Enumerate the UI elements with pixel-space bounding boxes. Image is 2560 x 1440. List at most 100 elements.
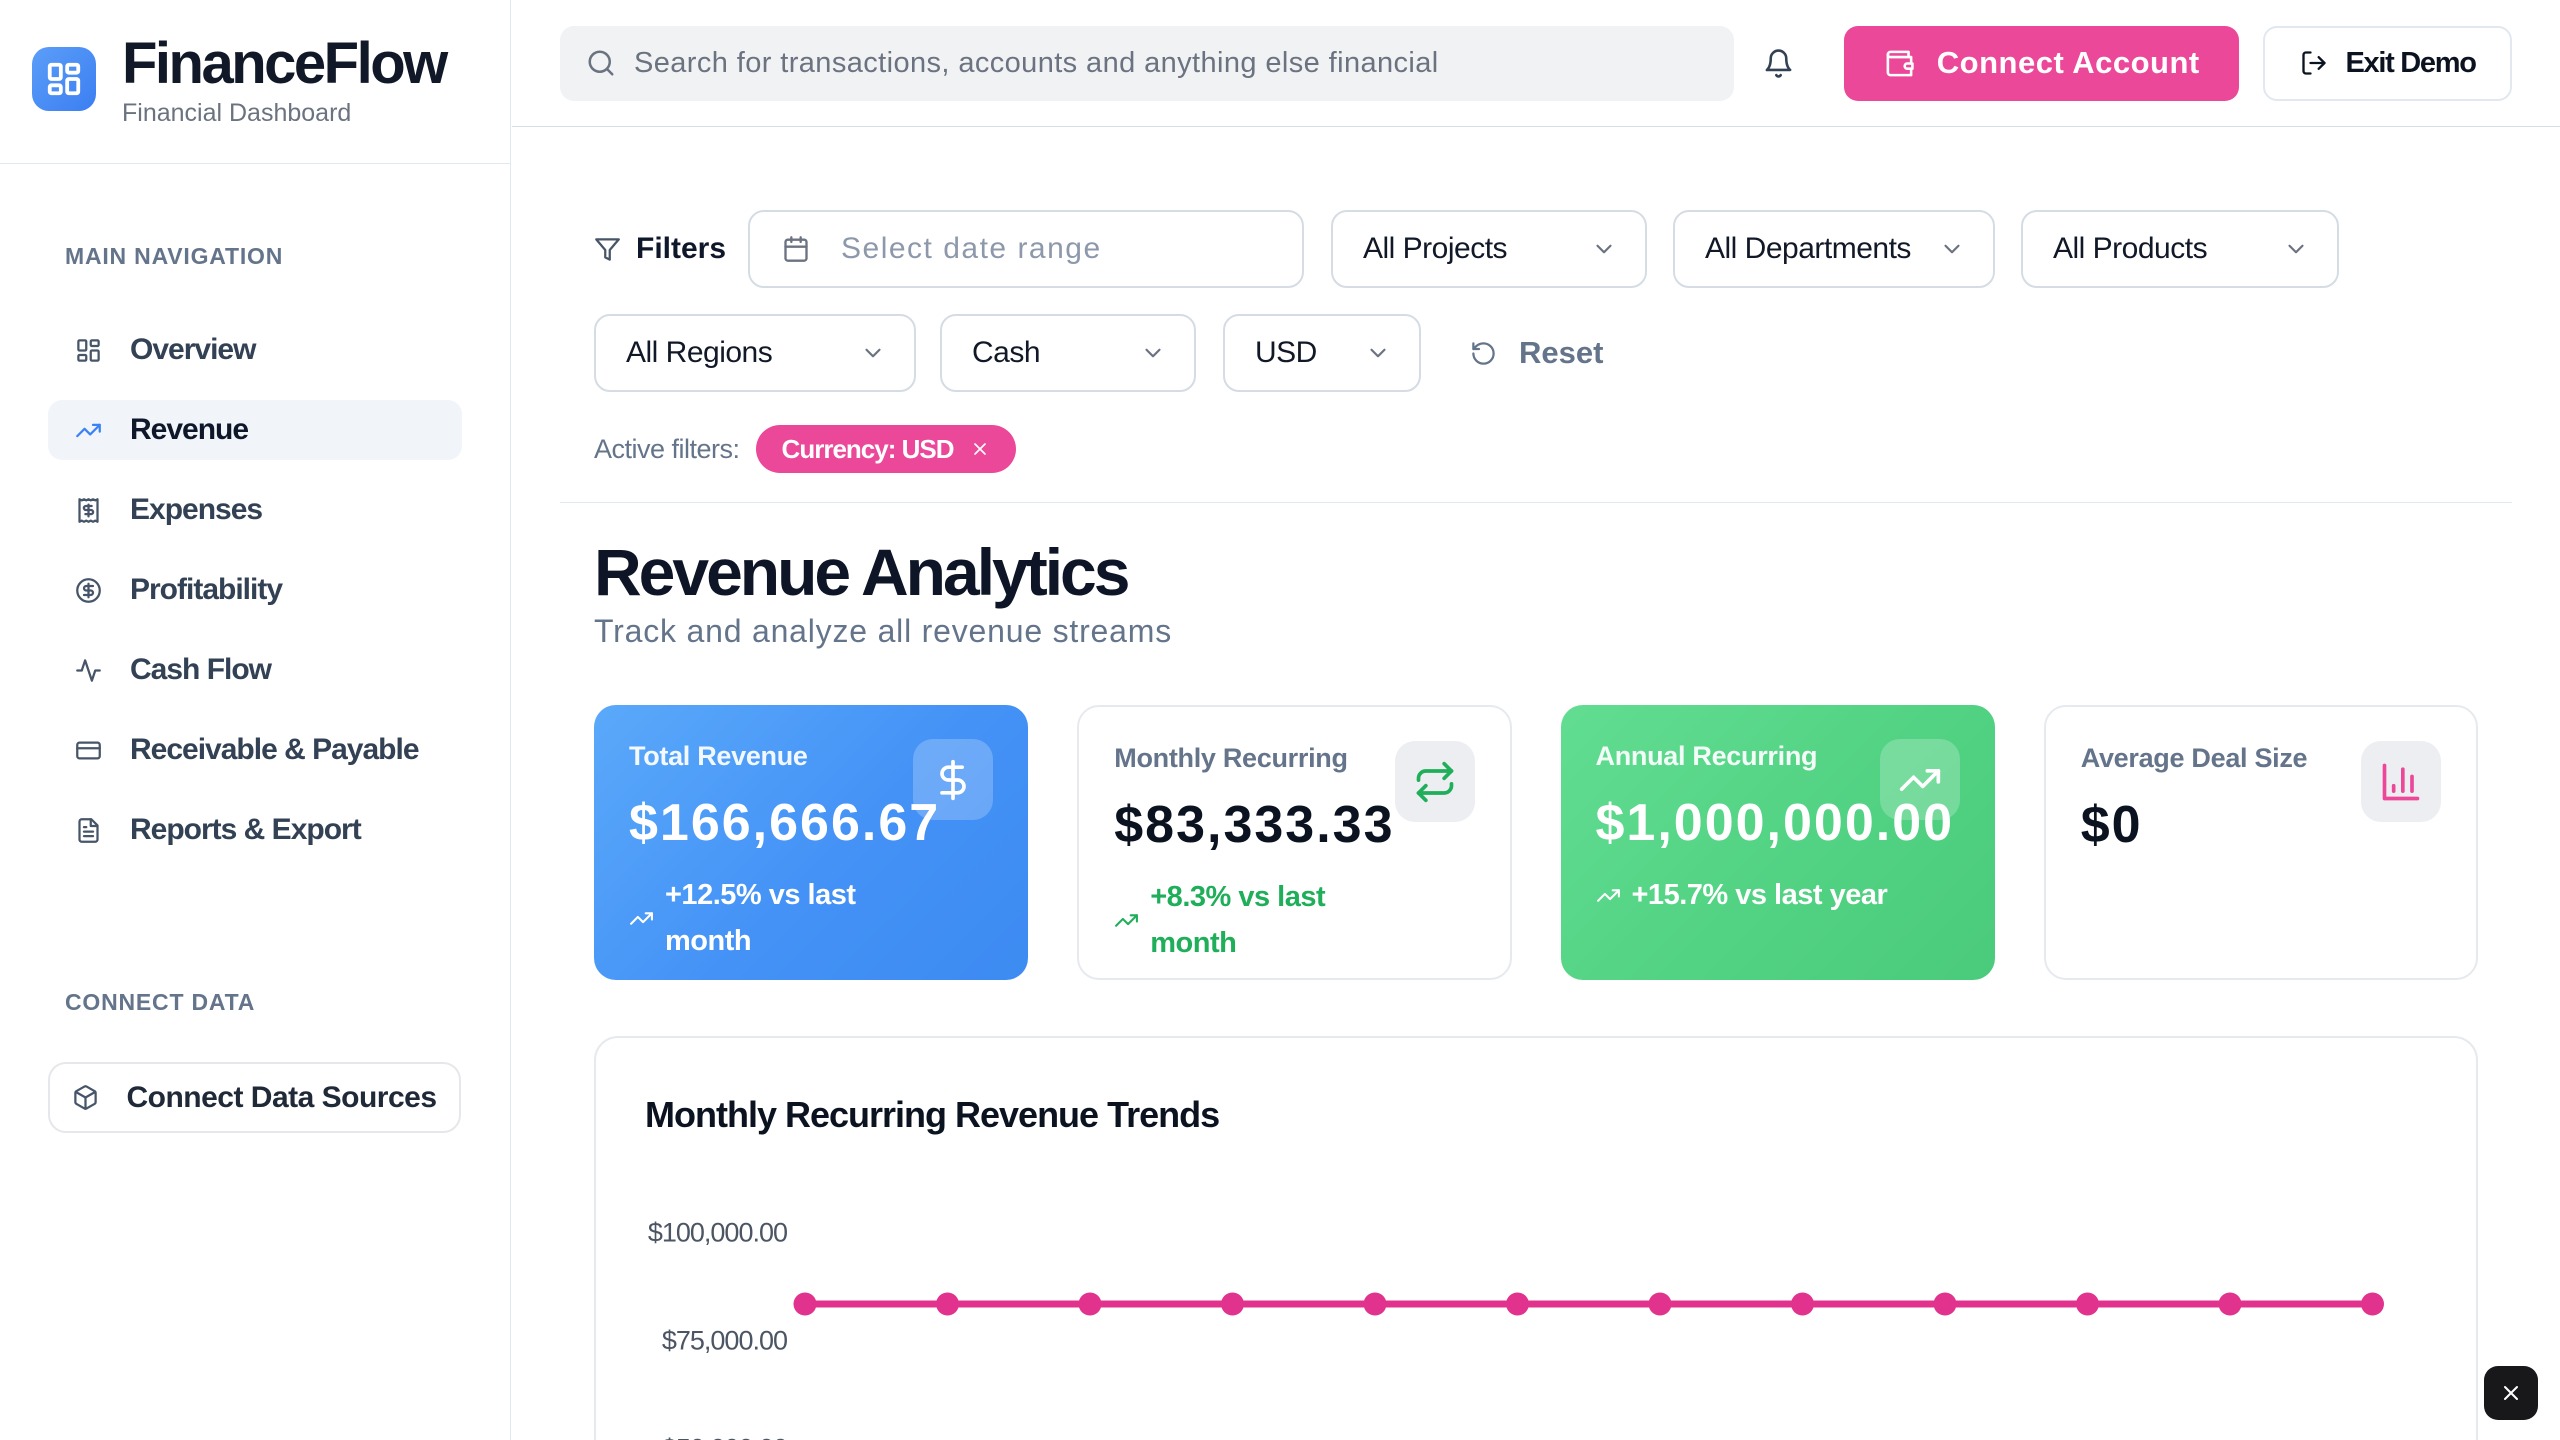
select-usd[interactable]: USD xyxy=(1223,314,1421,392)
chart-card: Monthly Recurring Revenue Trends $100,00… xyxy=(594,1036,2478,1440)
file-text-icon xyxy=(75,817,102,844)
connect-account-button[interactable]: Connect Account xyxy=(1844,25,2240,101)
chevron-down-icon xyxy=(2283,236,2309,262)
chart-point xyxy=(1363,1292,1387,1316)
stat-label: Total Revenue xyxy=(629,741,808,771)
select-all-regions[interactable]: All Regions xyxy=(594,314,916,392)
connect-data-sources-button[interactable]: Connect Data Sources xyxy=(48,1062,461,1133)
stat-card-annual-recurring: Annual Recurring $1,000,000.00 +15.7% vs l… xyxy=(1560,705,1995,980)
active-filter-chip[interactable]: Currency: USD xyxy=(755,425,1017,473)
sidebar-item-cash-flow[interactable]: Cash Flow xyxy=(48,640,462,700)
chart-point xyxy=(1791,1292,1814,1316)
sidebar-item-profitability[interactable]: Profitability xyxy=(48,560,462,620)
stat-icon-chip xyxy=(913,739,994,820)
stat-value: $83,333.33 xyxy=(1114,796,1395,854)
stat-card-average-deal-size: Average Deal Size $0 xyxy=(2043,705,2478,980)
app-logo-icon xyxy=(32,47,96,111)
sidebar-item-revenue[interactable]: Revenue xyxy=(48,400,462,460)
page-title: Revenue Analytics xyxy=(594,535,1130,609)
chart-point xyxy=(2076,1292,2099,1316)
main-area: Connect Account Exit Demo Filters Select… xyxy=(512,0,2560,1440)
select-value: USD xyxy=(1255,336,1317,369)
logo-text: FinanceFlow Financial Dashboard xyxy=(122,35,448,163)
notifications-button[interactable] xyxy=(1762,46,1794,80)
select-all-departments[interactable]: All Departments xyxy=(1673,210,1995,288)
stat-value: $0 xyxy=(2080,796,2143,854)
mrr-trends-line-chart: $100,000.00 $75,000.00 $50,000.00 xyxy=(648,1218,2384,1440)
stat-value: $1,000,000.00 xyxy=(1595,794,1955,852)
select-all-products[interactable]: All Products xyxy=(2021,210,2339,288)
select-value: All Regions xyxy=(626,336,773,369)
nav-item-label: Overview xyxy=(130,333,256,366)
search-input[interactable] xyxy=(634,46,1709,80)
trending-up-icon xyxy=(1898,758,1942,802)
chevron-down-icon xyxy=(1939,236,1965,262)
active-filter-chip-label: Currency: USD xyxy=(781,433,955,464)
filter-icon xyxy=(594,236,621,263)
select-value: Cash xyxy=(972,336,1041,369)
wallet-icon xyxy=(1884,48,1915,79)
nav-item-label: Receivable & Payable xyxy=(130,733,420,766)
page-body: Filters Select date range All Projects Al… xyxy=(512,127,2560,1440)
bell-icon xyxy=(1763,48,1794,79)
content: Revenue Analytics Track and analyze all … xyxy=(560,503,2512,1440)
topbar: Connect Account Exit Demo xyxy=(512,0,2560,127)
app-subtitle: Financial Dashboard xyxy=(122,99,352,127)
nav-section-connect-label: CONNECT DATA xyxy=(65,989,256,1015)
trending-up-icon xyxy=(1114,908,1139,933)
logo: FinanceFlow Financial Dashboard xyxy=(0,0,510,164)
stats-grid: Total Revenue $166,666.67 +12.5% vs last m… xyxy=(594,705,2478,980)
select-cash[interactable]: Cash xyxy=(940,314,1196,392)
chart-point xyxy=(1648,1292,1672,1316)
rotate-ccw-icon xyxy=(1470,340,1497,367)
select-value: All Projects xyxy=(1363,232,1508,265)
main-navigation: Overview Revenue Expenses Profitability Cash… xyxy=(0,320,510,860)
chart-point xyxy=(1221,1292,1244,1316)
repeat-icon xyxy=(1413,760,1457,804)
chart-point xyxy=(936,1292,959,1316)
stat-label: Monthly Recurring xyxy=(1114,743,1348,773)
sidebar-item-receivable-payable[interactable]: Receivable & Payable xyxy=(48,720,462,780)
page-subtitle: Track and analyze all revenue streams xyxy=(594,613,1173,649)
connect-account-label: Connect Account xyxy=(1936,45,2200,80)
activity-icon xyxy=(75,657,102,684)
circle-dollar-sign-icon xyxy=(75,577,102,604)
filters-section: Filters Select date range All Projects Al… xyxy=(560,127,2512,503)
date-range-input[interactable]: Select date range xyxy=(748,210,1304,288)
receipt-icon xyxy=(75,497,102,524)
chart-point xyxy=(1933,1292,1957,1316)
stat-value: $166,666.67 xyxy=(629,794,941,852)
stat-card-monthly-recurring: Monthly Recurring $83,333.33 +8.3% vs last… xyxy=(1077,705,1512,980)
calendar-icon xyxy=(782,235,810,263)
search-icon xyxy=(586,48,616,78)
sidebar-item-expenses[interactable]: Expenses xyxy=(48,480,462,540)
dollar-sign-icon xyxy=(931,758,975,802)
connect-data-sources-label: Connect Data Sources xyxy=(126,1080,437,1114)
stat-icon-chip xyxy=(1394,741,1475,822)
stat-icon-chip xyxy=(1879,739,1960,820)
chart-point xyxy=(2218,1292,2242,1316)
chart-title: Monthly Recurring Revenue Trends xyxy=(645,1094,1220,1135)
sidebar-item-overview[interactable]: Overview xyxy=(48,320,462,380)
close-overlay-button[interactable] xyxy=(2484,1366,2538,1420)
sidebar-item-reports-export[interactable]: Reports & Export xyxy=(48,800,462,860)
reset-filters-button[interactable]: Reset xyxy=(1470,335,1603,371)
y-tick-label: $50,000.00 xyxy=(662,1434,787,1440)
credit-card-icon xyxy=(75,737,102,764)
chevron-down-icon xyxy=(1591,236,1617,262)
trending-up-icon xyxy=(1596,883,1621,908)
nav-item-label: Profitability xyxy=(130,573,283,606)
chart-point xyxy=(1078,1292,1102,1316)
remove-filter-icon[interactable] xyxy=(970,439,990,459)
stat-delta-row: +8.3% vs last month xyxy=(1114,875,1474,967)
sidebar: FinanceFlow Financial Dashboard MAIN NAV… xyxy=(0,0,511,1440)
bar-chart-icon xyxy=(2379,760,2423,804)
layout-dashboard-icon xyxy=(75,337,102,364)
stat-delta-row: +12.5% vs last month xyxy=(629,873,993,965)
stat-card-total-revenue: Total Revenue $166,666.67 +12.5% vs last m… xyxy=(594,705,1029,980)
select-all-projects[interactable]: All Projects xyxy=(1331,210,1647,288)
filters-row-1: Filters Select date range All Projects Al… xyxy=(594,210,2478,288)
stat-delta: +15.7% vs last year xyxy=(1631,879,1888,911)
exit-demo-button[interactable]: Exit Demo xyxy=(2263,25,2512,101)
package-icon xyxy=(72,1084,99,1111)
